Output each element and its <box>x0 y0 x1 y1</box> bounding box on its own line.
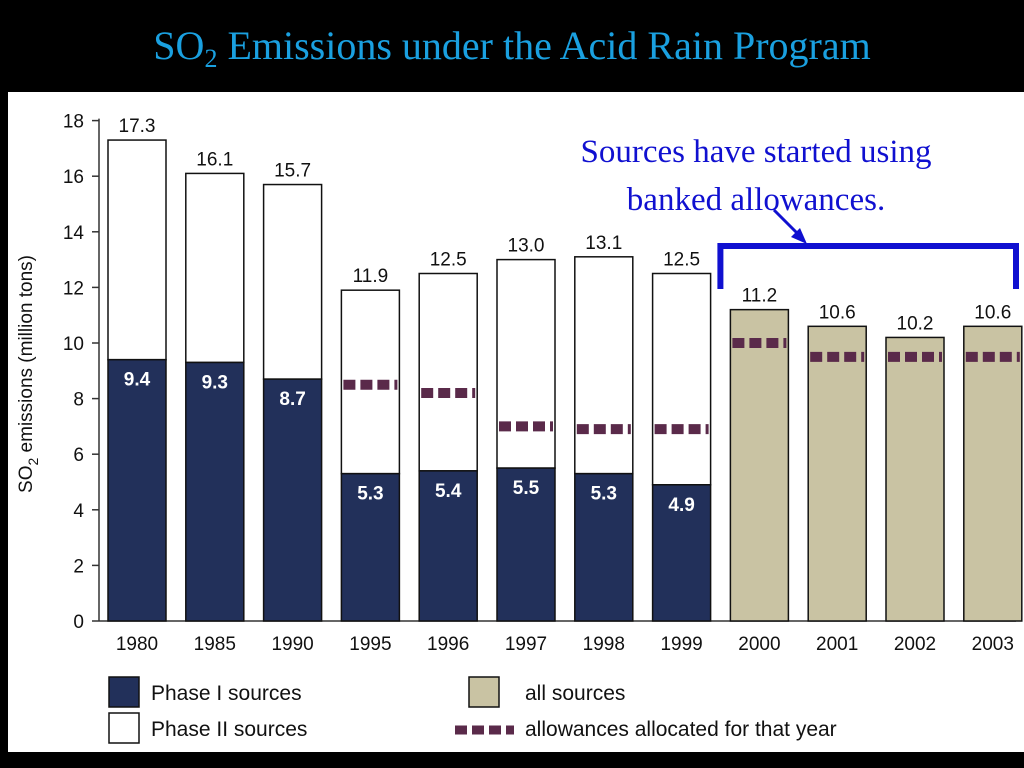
bar-phase2 <box>574 256 634 475</box>
x-tick-label: 1985 <box>194 634 236 655</box>
title-main: SO <box>153 23 205 68</box>
legend-label-all: all sources <box>525 682 625 705</box>
bar-phase1 <box>185 361 245 622</box>
bar-phase1-label: 5.4 <box>435 481 462 502</box>
x-tick-label: 2003 <box>972 634 1014 655</box>
legend-label-phase2: Phase II sources <box>151 718 307 741</box>
bar-phase1-label: 5.3 <box>591 484 617 505</box>
bar-phase1 <box>107 358 167 622</box>
y-tick-label: 4 <box>73 501 84 522</box>
bar-phase1 <box>340 472 401 622</box>
bar-total-label: 10.6 <box>819 302 856 323</box>
y-tick-label: 18 <box>63 112 84 133</box>
legend-swatch-all <box>468 676 500 708</box>
bar-total-label: 13.0 <box>508 236 545 257</box>
legend-label-phase1: Phase I sources <box>151 682 302 705</box>
bar-phase2 <box>418 272 478 472</box>
bar-total-label: 10.6 <box>974 302 1011 323</box>
bar-phase1-label: 8.7 <box>279 389 305 410</box>
bar-all-sources <box>963 325 1023 622</box>
y-tick-label: 6 <box>73 445 84 466</box>
bar-phase1-label: 5.3 <box>357 484 383 505</box>
y-tick-label: 10 <box>63 334 84 355</box>
x-tick-label: 1998 <box>583 634 625 655</box>
y-tick-label: 2 <box>73 556 84 577</box>
annotation-line2: banked allowances. <box>627 182 885 218</box>
x-tick-label: 2001 <box>816 634 858 655</box>
x-tick-label: 2002 <box>894 634 936 655</box>
annotation-bracket <box>717 243 1019 289</box>
bar-phase1-label: 9.4 <box>124 370 151 391</box>
bar-phase2 <box>651 272 712 486</box>
legend-swatch-phase2 <box>108 712 140 744</box>
bar-phase1 <box>418 470 478 622</box>
bar-phase1 <box>262 378 323 622</box>
x-tick-label: 1995 <box>349 634 391 655</box>
x-tick-label: 1980 <box>116 634 158 655</box>
bar-total-label: 17.3 <box>119 116 156 137</box>
bar-total-label: 11.9 <box>353 266 389 287</box>
annotation-arrowhead <box>791 228 807 244</box>
y-tick-label: 0 <box>73 612 84 633</box>
annotation-line1: Sources have started using <box>581 134 932 170</box>
bar-total-label: 15.7 <box>274 161 311 182</box>
bar-phase2 <box>496 258 556 469</box>
bar-total-label: 10.2 <box>897 313 934 334</box>
y-axis-label: SO2 emissions (million tons) <box>16 255 41 493</box>
title-rest: Emissions under the Acid Rain Program <box>217 23 871 68</box>
y-tick-label: 16 <box>63 167 84 188</box>
legend-label-allowance: allowances allocated for that year <box>525 718 837 741</box>
bar-total-label: 12.5 <box>430 250 467 271</box>
bar-all-sources <box>885 336 945 622</box>
bar-all-sources <box>729 308 790 622</box>
bar-phase1 <box>496 467 556 622</box>
bar-total-label: 12.5 <box>663 250 700 271</box>
bar-phase2 <box>262 183 323 380</box>
bar-phase2 <box>107 139 167 361</box>
bar-total-label: 11.2 <box>742 286 778 307</box>
legend-swatch-phase1 <box>108 676 140 708</box>
bar-phase1-label: 4.9 <box>668 495 694 516</box>
title-subscript: 2 <box>204 44 218 73</box>
y-tick-label: 12 <box>63 278 84 299</box>
y-tick-label: 8 <box>73 390 84 411</box>
bar-total-label: 13.1 <box>585 233 622 254</box>
bar-phase1 <box>574 472 634 622</box>
bar-phase1 <box>651 484 712 622</box>
emissions-chart: 0 2 4 6 8 10 12 14 16 18 SO2 emissions (million to… <box>16 112 1023 744</box>
bar-phase2 <box>185 172 245 364</box>
x-tick-label: 2000 <box>738 634 780 655</box>
slide-title: SO2 Emissions under the Acid Rain Progra… <box>0 22 1024 74</box>
x-tick-label: 1990 <box>271 634 313 655</box>
y-tick-label: 14 <box>63 223 85 244</box>
bar-phase1-label: 9.3 <box>202 372 228 393</box>
x-tick-label: 1997 <box>505 634 547 655</box>
chart-panel: 0 2 4 6 8 10 12 14 16 18 SO2 emissions (million to… <box>8 92 1024 752</box>
bar-total-label: 16.1 <box>196 149 233 170</box>
x-tick-label: 1999 <box>660 634 702 655</box>
bar-all-sources <box>807 325 867 622</box>
bar-phase1-label: 5.5 <box>513 478 540 499</box>
x-tick-label: 1996 <box>427 634 469 655</box>
